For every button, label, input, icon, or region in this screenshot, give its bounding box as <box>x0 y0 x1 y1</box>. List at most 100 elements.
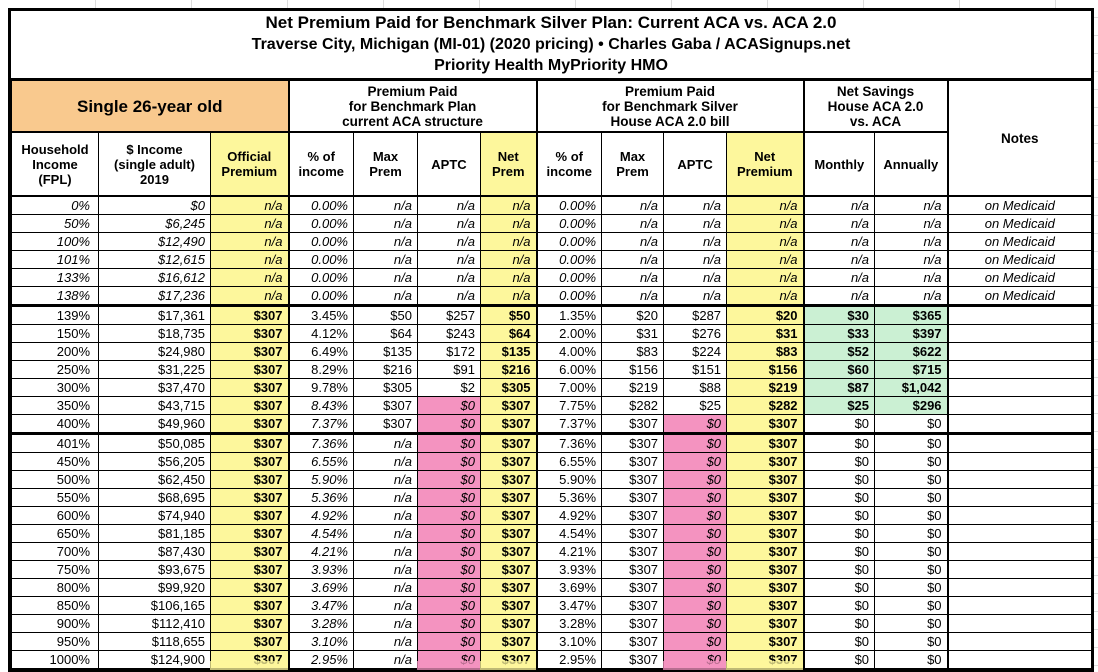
cell-aca2-net-premium[interactable]: $31 <box>726 324 805 343</box>
cell-aca-max-prem[interactable]: n/a <box>353 286 418 307</box>
cell-aca2-net-premium[interactable]: $307 <box>726 470 805 489</box>
cell-savings-annually[interactable]: $0 <box>874 578 949 597</box>
cell-aca-pct-income[interactable]: 0.00% <box>287 286 354 307</box>
cell-savings-annually[interactable]: $397 <box>874 324 949 343</box>
cell-aca-pct-income[interactable]: 4.12% <box>287 324 354 343</box>
cell-aca2-net-premium[interactable]: $307 <box>726 488 805 507</box>
cell-aca2-max-prem[interactable]: $31 <box>601 324 665 343</box>
cell-official-premium[interactable]: $307 <box>210 506 289 525</box>
cell-aca2-aptc[interactable]: n/a <box>663 286 728 307</box>
cell-income[interactable]: $17,361 <box>98 305 211 325</box>
cell-fpl[interactable]: 101% <box>11 250 99 269</box>
cell-official-premium[interactable]: n/a <box>210 268 289 287</box>
cell-aca2-net-premium[interactable]: $307 <box>726 524 805 543</box>
column-header-official-premium[interactable]: Official Premium <box>210 131 289 197</box>
cell-savings-monthly[interactable]: $87 <box>802 378 876 397</box>
cell-savings-annually[interactable]: $0 <box>874 506 949 525</box>
cell-official-premium[interactable]: $307 <box>210 614 289 633</box>
cell-savings-monthly[interactable]: $30 <box>802 305 876 325</box>
cell-fpl[interactable]: 400% <box>11 414 99 435</box>
cell-aca2-max-prem[interactable]: n/a <box>601 268 665 287</box>
cell-notes[interactable] <box>946 396 1093 415</box>
cell-fpl[interactable]: 350% <box>11 396 99 415</box>
cell-aca2-max-prem[interactable]: $307 <box>601 414 665 435</box>
cell-aca2-net-premium[interactable]: n/a <box>726 195 805 215</box>
cell-aca2-aptc[interactable]: $151 <box>663 360 728 379</box>
cell-income[interactable]: $24,980 <box>98 342 211 361</box>
cell-aca-net-prem[interactable]: n/a <box>479 232 538 251</box>
cell-savings-monthly[interactable]: $25 <box>802 396 876 415</box>
cell-aca-max-prem[interactable]: $50 <box>353 305 418 325</box>
cell-aca-net-prem[interactable]: n/a <box>479 195 538 215</box>
cell-aca-pct-income[interactable]: 4.92% <box>287 506 354 525</box>
cell-aca-max-prem[interactable]: n/a <box>353 524 418 543</box>
cell-official-premium[interactable]: $307 <box>210 305 289 325</box>
cell-savings-monthly[interactable]: $0 <box>802 414 876 435</box>
cell-savings-monthly[interactable]: $0 <box>802 506 876 525</box>
cell-notes[interactable] <box>946 650 1093 669</box>
cell-aca-aptc[interactable]: $0 <box>417 396 481 415</box>
cell-fpl[interactable]: 0% <box>11 195 99 215</box>
cell-savings-annually[interactable]: $0 <box>874 632 949 651</box>
cell-aca-pct-income[interactable]: 0.00% <box>287 268 354 287</box>
cell-income[interactable]: $106,165 <box>98 596 211 615</box>
cell-savings-annually[interactable]: $0 <box>874 542 949 561</box>
cell-aca2-aptc[interactable]: n/a <box>663 214 728 233</box>
cell-aca-max-prem[interactable]: n/a <box>353 488 418 507</box>
cell-aca2-net-premium[interactable]: $307 <box>726 433 805 453</box>
cell-savings-monthly[interactable]: n/a <box>802 195 876 215</box>
cell-official-premium[interactable]: $307 <box>210 596 289 615</box>
cell-notes[interactable] <box>946 470 1093 489</box>
cell-savings-monthly[interactable]: $0 <box>802 470 876 489</box>
cell-aca2-max-prem[interactable]: n/a <box>601 232 665 251</box>
cell-notes[interactable] <box>946 578 1093 597</box>
cell-savings-annually[interactable]: $1,042 <box>874 378 949 397</box>
column-header-aca2-aptc[interactable]: APTC <box>663 131 728 197</box>
cell-aca-net-prem[interactable]: $307 <box>479 414 538 435</box>
cell-notes[interactable]: on Medicaid <box>946 214 1093 233</box>
cell-aca-net-prem[interactable]: $216 <box>479 360 538 379</box>
cell-aca-net-prem[interactable]: $307 <box>479 396 538 415</box>
cell-notes[interactable] <box>946 433 1093 453</box>
title-line-3[interactable]: Priority Health MyPriority HMO <box>434 57 668 74</box>
cell-aca2-aptc[interactable]: $0 <box>663 560 728 579</box>
cell-savings-monthly[interactable]: $60 <box>802 360 876 379</box>
column-header-aca2-max-prem[interactable]: Max Prem <box>601 131 665 197</box>
cell-aca2-net-premium[interactable]: $307 <box>726 578 805 597</box>
cell-aca-max-prem[interactable]: n/a <box>353 214 418 233</box>
cell-aca2-aptc[interactable]: $88 <box>663 378 728 397</box>
cell-fpl[interactable]: 200% <box>11 342 99 361</box>
cell-savings-annually[interactable]: $0 <box>874 488 949 507</box>
cell-income[interactable]: $43,715 <box>98 396 211 415</box>
cell-aca2-net-premium[interactable]: n/a <box>726 214 805 233</box>
cell-income[interactable]: $81,185 <box>98 524 211 543</box>
cell-aca-pct-income[interactable]: 4.21% <box>287 542 354 561</box>
cell-official-premium[interactable]: $307 <box>210 632 289 651</box>
cell-aca2-max-prem[interactable]: n/a <box>601 195 665 215</box>
column-header-aca2-net-premium[interactable]: Net Premium <box>726 131 805 197</box>
cell-savings-annually[interactable]: $0 <box>874 433 949 453</box>
cell-savings-monthly[interactable]: n/a <box>802 286 876 307</box>
cell-aca2-net-premium[interactable]: $307 <box>726 414 805 435</box>
cell-savings-annually[interactable]: $296 <box>874 396 949 415</box>
cell-aca-aptc[interactable]: $0 <box>417 578 481 597</box>
cell-notes[interactable] <box>946 632 1093 651</box>
cell-income[interactable]: $17,236 <box>98 286 211 307</box>
cell-aca-max-prem[interactable]: n/a <box>353 632 418 651</box>
cell-aca-aptc[interactable]: $0 <box>417 596 481 615</box>
cell-aca-aptc[interactable]: $0 <box>417 524 481 543</box>
cell-aca2-aptc[interactable]: $0 <box>663 614 728 633</box>
cell-fpl[interactable]: 100% <box>11 232 99 251</box>
cell-aca-aptc[interactable]: $0 <box>417 614 481 633</box>
cell-aca-pct-income[interactable]: 3.28% <box>287 614 354 633</box>
cell-aca2-max-prem[interactable]: $83 <box>601 342 665 361</box>
cell-income[interactable]: $37,470 <box>98 378 211 397</box>
cell-aca2-aptc[interactable]: $0 <box>663 632 728 651</box>
cell-official-premium[interactable]: $307 <box>210 524 289 543</box>
cell-official-premium[interactable]: $307 <box>210 342 289 361</box>
cell-official-premium[interactable]: $307 <box>210 433 289 453</box>
cell-aca2-net-premium[interactable]: $282 <box>726 396 805 415</box>
cell-notes[interactable] <box>946 324 1093 343</box>
cell-income[interactable]: $49,960 <box>98 414 211 435</box>
cell-aca2-net-premium[interactable]: n/a <box>726 268 805 287</box>
